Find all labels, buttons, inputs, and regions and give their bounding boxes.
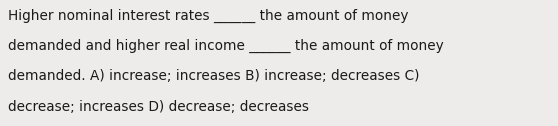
Text: demanded and higher real income ______ the amount of money: demanded and higher real income ______ t…: [8, 39, 444, 53]
Text: Higher nominal interest rates ______ the amount of money: Higher nominal interest rates ______ the…: [8, 9, 409, 23]
Text: decrease; increases D) decrease; decreases: decrease; increases D) decrease; decreas…: [8, 100, 309, 114]
Text: demanded. A) increase; increases B) increase; decreases C): demanded. A) increase; increases B) incr…: [8, 69, 420, 83]
